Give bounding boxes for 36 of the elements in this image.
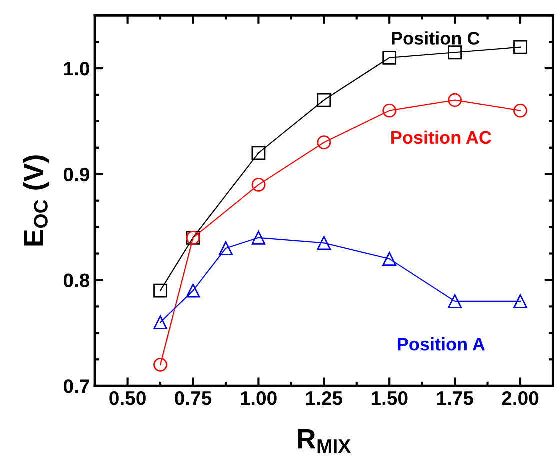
point <box>514 294 528 308</box>
point <box>252 230 266 245</box>
point <box>514 40 528 54</box>
x-tick-label: 1.00 <box>241 391 277 406</box>
point <box>317 136 332 150</box>
x-tick-label: 1.75 <box>437 392 474 406</box>
point <box>186 284 200 298</box>
x-tick-label: 1.25 <box>306 391 343 406</box>
point <box>252 178 266 192</box>
point <box>317 236 332 250</box>
point <box>448 46 462 60</box>
legend-label: Position C <box>392 32 480 45</box>
point <box>154 358 168 372</box>
point <box>154 316 168 330</box>
point <box>514 104 528 118</box>
point <box>252 146 266 160</box>
point <box>219 242 233 256</box>
y-tick-label: 0.8 <box>64 274 90 288</box>
x-tick-label: 2.00 <box>502 391 539 406</box>
point <box>382 104 397 118</box>
point <box>448 93 462 108</box>
text: Position A <box>398 338 485 351</box>
point <box>154 284 168 298</box>
x-tick-label: 0.75 <box>175 391 212 406</box>
point <box>448 294 462 308</box>
point <box>382 50 397 65</box>
point <box>382 252 397 266</box>
y-tick-label: 0.9 <box>64 168 90 182</box>
series-label: Position AC <box>392 130 492 144</box>
x-tick-label: 1.50 <box>372 391 408 406</box>
point <box>317 93 332 108</box>
y-tick-label: 0.7 <box>64 380 90 394</box>
y-tick-label: 1.0 <box>64 62 90 76</box>
x-tick-label: 0.50 <box>110 391 146 406</box>
x-axis-title: R$_{MIX}$ <box>298 429 351 454</box>
y-axis-title: E$_{OC}$ (V) <box>23 156 50 246</box>
